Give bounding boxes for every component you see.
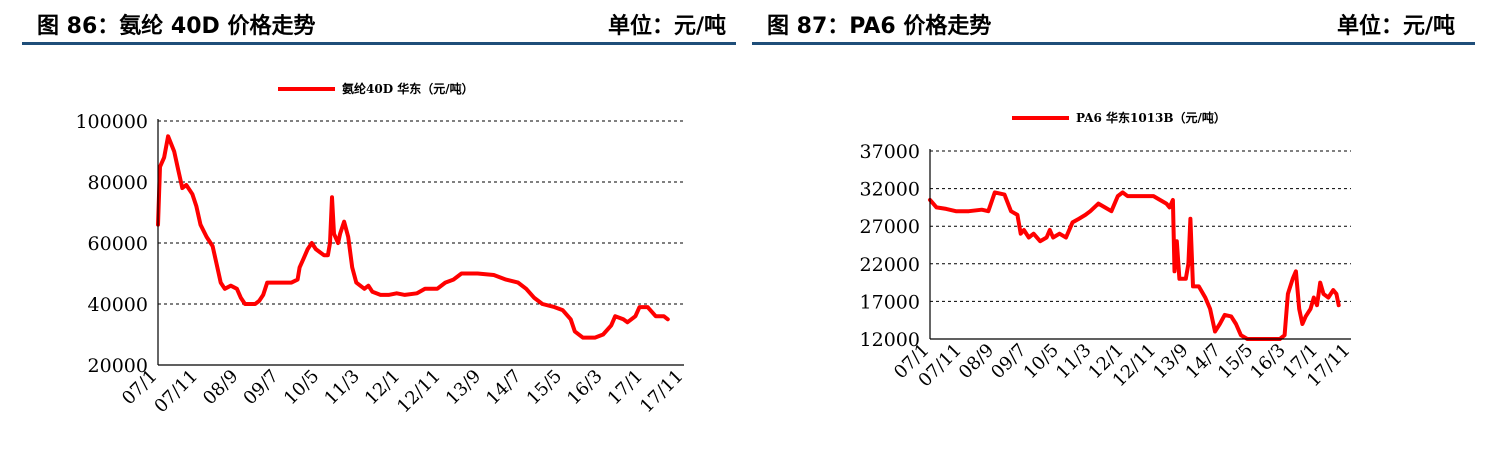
chart1-xtick-label: 12/11 (393, 366, 445, 418)
chart2-ytick-label: 17000 (860, 291, 920, 313)
chart2-ytick-label: 22000 (860, 254, 920, 276)
chart-pa6-price: PA6 华东1013B（元/吨） 37000 32000 27000 22000 170… (860, 110, 1355, 391)
chart1-legend-label: 氨纶40D 华东（元/吨） (342, 81, 474, 96)
panel1-unit: 单位：元/吨 (607, 14, 726, 39)
chart2-ytick-label: 32000 (860, 179, 920, 201)
chart1-ytick-label: 80000 (88, 172, 148, 194)
chart2-ytick-label: 37000 (860, 141, 920, 163)
chart1-xtick-label: 10/5 (280, 366, 323, 409)
chart2-ytick-label: 27000 (860, 216, 920, 238)
panel2-header-rule (752, 42, 1475, 45)
chart2-xtick-label: 15/5 (1214, 340, 1257, 383)
chart2-xtick-label: 10/5 (1020, 340, 1063, 383)
chart1-xtick-label: 09/7 (239, 366, 282, 409)
panel1-header: 图 86：氨纶 40D 价格走势 单位：元/吨 (22, 0, 736, 46)
chart1-xtick-label: 17/11 (636, 366, 688, 418)
chart2-xtick-label: 11/3 (1052, 340, 1095, 383)
panel2-header: 图 87：PA6 价格走势 单位：元/吨 (752, 0, 1475, 46)
chart2-xtick-label: 16/3 (1246, 340, 1289, 383)
chart1-ytick-label: 100000 (75, 111, 148, 133)
panel2-unit: 单位：元/吨 (1336, 14, 1455, 39)
chart1-xtick-label: 13/9 (442, 366, 485, 409)
chart2-xtick-label: 08/9 (955, 340, 998, 383)
chart1-xtick-label: 11/3 (320, 366, 363, 409)
chart2-xtick-label: 14/7 (1182, 340, 1225, 383)
chart2-series-line (928, 190, 1341, 341)
chart1-legend: 氨纶40D 华东（元/吨） (278, 81, 474, 96)
chart1-ytick-label: 20000 (88, 355, 148, 377)
chart2-legend-label: PA6 华东1013B（元/吨） (1076, 110, 1226, 125)
chart1-xtick-label: 08/9 (199, 366, 242, 409)
chart1-xtick-label: 07/11 (150, 366, 202, 418)
chart2-ytick-label: 12000 (860, 329, 920, 351)
chart2-xtick-label: 13/9 (1149, 340, 1192, 383)
panel1-header-rule (22, 42, 736, 45)
chart-spandex-40d-price: 氨纶40D 华东（元/吨） 100000 80000 60000 40000 20000… (75, 81, 688, 418)
chart1-ytick-label: 60000 (88, 233, 148, 255)
panel2-title: 图 87：PA6 价格走势 (767, 14, 992, 39)
chart2-xtick-label: 09/7 (987, 340, 1030, 383)
chart1-xtick-label: 15/5 (523, 366, 566, 409)
chart1-series-line (156, 134, 670, 340)
chart1-xtick-label: 16/3 (563, 366, 606, 409)
chart2-legend: PA6 华东1013B（元/吨） (1012, 110, 1226, 125)
chart1-ytick-label: 40000 (88, 294, 148, 316)
panel1-title: 图 86：氨纶 40D 价格走势 (37, 14, 316, 39)
chart1-xtick-label: 14/7 (482, 366, 525, 409)
